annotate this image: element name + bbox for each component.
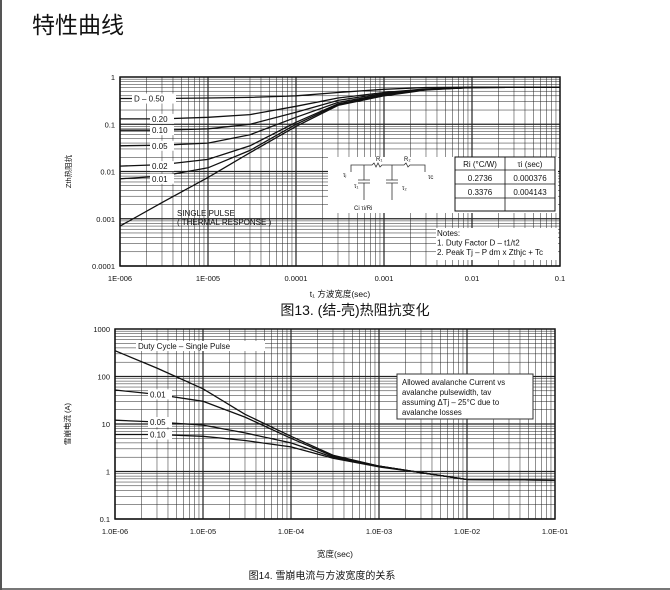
note-line: 2. Peak Tj – P dm x Zthjc + Tc: [437, 248, 543, 257]
x-axis-label: t₁ 方波宽度(sec): [310, 289, 371, 299]
x-tick-label: 0.001: [375, 274, 394, 283]
x-tick-label: 1.0E-02: [454, 527, 480, 536]
series-label: 0.05: [152, 142, 168, 151]
series-label: 0.10: [150, 431, 166, 440]
x-tick-label: 0.0001: [285, 274, 308, 283]
x-tick-label: 1.0E-01: [542, 527, 568, 536]
circuit-wires: [350, 162, 426, 172]
x-tick-label: 1.0E-04: [278, 527, 304, 536]
y-tick-label: 1: [106, 468, 110, 477]
annotation-box: [396, 373, 534, 420]
circuit-label: Ci τi/Ri: [354, 206, 372, 212]
circuit-label: R₁: [376, 157, 382, 163]
y-axis-label: 雪崩电流 (A): [62, 402, 72, 445]
label-bg: [136, 341, 265, 351]
table-cell: 0.000376: [513, 174, 547, 183]
series-label: 0.01: [152, 175, 168, 184]
annotation-line: Allowed avalanche Current vs: [402, 378, 505, 387]
capacitors: [358, 165, 398, 200]
x-tick-label: 1E-006: [108, 274, 132, 283]
label-bg: [150, 125, 174, 136]
annotation-line: avalanche pulsewidth, tav: [402, 388, 491, 397]
label-bg: [150, 173, 174, 184]
label-bg: [148, 429, 172, 440]
series-label: 0.01: [150, 390, 166, 399]
y-tick-label: 0.1: [100, 515, 110, 524]
x-tick-label: 1.0E-03: [366, 527, 392, 536]
y-tick-label: 0.01: [100, 168, 115, 177]
plot-frame: [114, 328, 556, 520]
label-bg: [132, 93, 176, 104]
plot-frame: [119, 76, 561, 267]
y-tick-label: 1: [111, 73, 115, 82]
series-label: SINGLE PULSE: [177, 209, 235, 218]
label-bg: [150, 161, 174, 172]
circuit-label: τc: [428, 175, 433, 181]
y-tick-label: 0.0001: [92, 262, 115, 271]
circuit-label: τ₁: [354, 184, 358, 190]
series-label: 0.05: [150, 418, 166, 427]
y-tick-label: 0.001: [96, 215, 115, 224]
note-line: 1. Duty Factor D – t1/t2: [437, 239, 520, 248]
label-bg: [150, 113, 174, 124]
series-line-0: [120, 86, 560, 100]
x-tick-label: 0.01: [465, 274, 480, 283]
series-label: 0.10: [152, 126, 168, 135]
label-bg: [148, 389, 172, 400]
label-bg: [148, 417, 172, 428]
y-tick-label: 100: [97, 373, 110, 382]
table-cell: 0.3376: [468, 188, 493, 197]
bottom-border: [2, 588, 670, 590]
series-label: ( THERMAL RESPONSE ): [177, 218, 272, 227]
page-title: 特性曲线: [32, 13, 124, 39]
series-line-3: [115, 433, 556, 481]
table-cell: 0.004143: [513, 188, 547, 197]
circuit-label: R₂: [404, 157, 411, 163]
series-line-6: [119, 86, 561, 227]
series-label: 0.02: [152, 162, 168, 171]
table-cell: 0.2736: [468, 174, 493, 183]
table-header: τi (sec): [518, 160, 543, 169]
x-tick-label: 1.0E-05: [190, 527, 216, 536]
x-tick-label: 1.0E-06: [102, 527, 128, 536]
y-tick-label: 1000: [93, 325, 110, 334]
figure-caption: 图13. (结-壳)热阻抗变化: [280, 302, 429, 318]
thermal-model-inset: Ri (°C/W) τi (sec) 0.2736 0.000376 0.3376 0.0…: [328, 156, 558, 260]
series-label: D – 0.50: [134, 95, 165, 104]
y-axis-label: Zth热阻抗: [63, 154, 73, 188]
chart-2: 1.0E-06 1.0E-05 1.0E-04 1.0E-03 1.0E-02 1.0E-…: [62, 325, 568, 582]
y-tick-label: 0.1: [105, 120, 115, 129]
notes-bg: [436, 228, 558, 260]
series-label: 0.20: [152, 115, 168, 124]
figure-caption: 图14. 雪崩电流与方波宽度的关系: [249, 569, 396, 582]
note-line: Notes:: [437, 229, 460, 238]
circuit-label: τ₂: [402, 186, 407, 192]
circuit-label: τⱼ: [343, 173, 346, 179]
y-tick-label: 10: [102, 420, 110, 429]
chart-1: 1E-006 1E-005 0.0001 0.001 0.01 0.1 1 0.1 0.01 0.…: [63, 73, 565, 318]
x-tick-label: 0.1: [555, 274, 565, 283]
annotation-line: avalanche losses: [402, 408, 462, 417]
series-label: Duty Cycle – Single Pulse: [138, 342, 231, 351]
table-header: Ri (°C/W): [463, 160, 497, 169]
x-tick-label: 1E-005: [196, 274, 220, 283]
label-bg: [150, 140, 174, 151]
rc-circuit-diagram: [350, 162, 426, 200]
annotation-line: assuming ΔTj – 25°C due to: [402, 398, 500, 407]
x-axis-label: 宽度(sec): [317, 549, 353, 559]
